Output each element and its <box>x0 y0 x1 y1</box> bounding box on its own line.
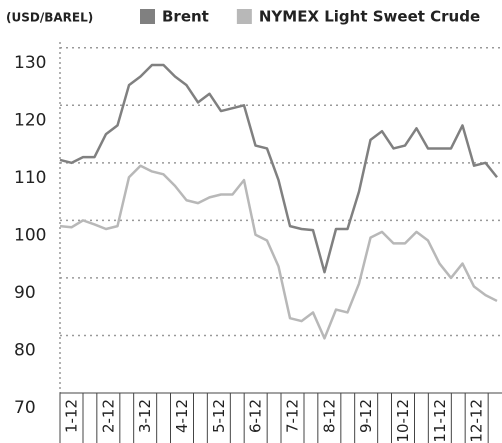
x-tick-label: 7-12 <box>284 399 302 433</box>
x-tick-label: 8-12 <box>320 399 338 433</box>
y-tick-label: 120 <box>14 110 46 130</box>
legend-label: NYMEX Light Sweet Crude <box>259 8 480 26</box>
x-tick-label: 3-12 <box>136 399 154 433</box>
x-tick-label: 1-12 <box>63 399 81 433</box>
legend-swatch <box>140 9 155 24</box>
series-line <box>59 164 498 340</box>
y-tick-label: 70 <box>14 398 36 418</box>
x-tick-label: 9-12 <box>357 399 375 433</box>
y-tick-label: 90 <box>14 283 36 303</box>
unit-label: (USD/BAREL) <box>6 11 93 25</box>
series-line <box>59 63 498 274</box>
x-tick-label: 4-12 <box>173 399 191 433</box>
y-tick-label: 130 <box>14 53 46 73</box>
y-tick-label: 100 <box>14 225 46 245</box>
x-tick-label: 12-12 <box>468 399 486 443</box>
y-tick-label: 110 <box>14 168 46 188</box>
legend-swatch <box>236 9 252 24</box>
x-tick-label: 6-12 <box>247 399 265 433</box>
x-tick-label: 5-12 <box>210 399 228 433</box>
y-tick-label: 80 <box>14 340 36 360</box>
x-tick-label: 11-12 <box>431 399 449 443</box>
x-tick-label: 10-12 <box>394 399 412 443</box>
legend-label: Brent <box>162 8 209 26</box>
x-tick-label: 2-12 <box>99 399 117 433</box>
